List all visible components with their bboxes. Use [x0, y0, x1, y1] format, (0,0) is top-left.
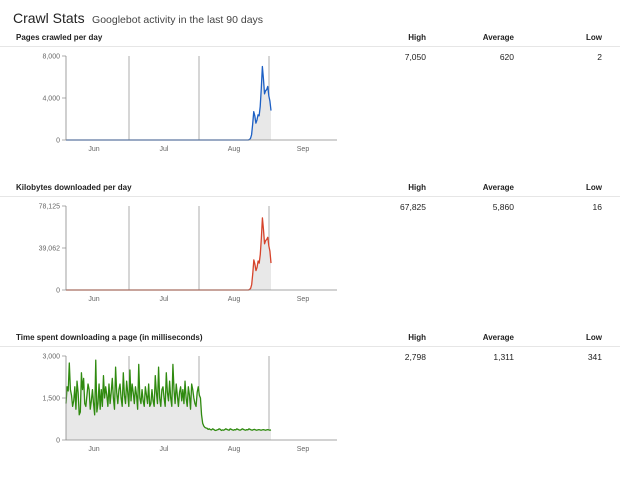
low-value: 2 [597, 52, 602, 62]
y-tick-label: 3,000 [42, 354, 60, 361]
high-value: 2,798 [404, 352, 426, 362]
average-column-header: Average [482, 33, 514, 42]
y-tick-label: 0 [56, 138, 60, 145]
time-downloading-chart: 0 1,500 3,000 Jun Jul Aug Sep [42, 354, 337, 453]
kilobytes-downloaded-section: Kilobytes downloaded per day High Averag… [0, 182, 620, 332]
average-value: 1,311 [493, 352, 514, 362]
series-line [66, 217, 272, 291]
low-value: 16 [592, 202, 602, 212]
y-tick-label: 8,000 [42, 54, 60, 61]
high-column-header: High [408, 33, 426, 42]
y-tick-label: 1,500 [42, 396, 60, 403]
high-value: 7,050 [404, 52, 426, 62]
series-line [66, 65, 272, 141]
x-tick-label: Aug [228, 446, 241, 453]
time-downloading-section: Time spent downloading a page (in millis… [0, 332, 620, 482]
x-tick-label: Sep [297, 296, 310, 303]
section-header: Kilobytes downloaded per day High Averag… [0, 182, 620, 197]
x-tick-label: Aug [228, 296, 241, 303]
low-column-header: Low [586, 183, 602, 192]
average-column-header: Average [482, 183, 514, 192]
x-tick-label: Jun [88, 296, 99, 303]
average-value: 5,860 [492, 202, 514, 212]
x-tick-label: Sep [297, 146, 310, 153]
y-tick-label: 0 [56, 288, 60, 295]
y-tick-label: 39,062 [39, 246, 61, 253]
average-column-header: Average [482, 333, 514, 342]
low-value: 341 [587, 352, 602, 362]
series-area [66, 360, 271, 440]
x-tick-label: Jul [160, 446, 169, 453]
x-tick-label: Jun [88, 146, 99, 153]
low-column-header: Low [586, 333, 602, 342]
section-header: Time spent downloading a page (in millis… [0, 332, 620, 347]
series-area [66, 217, 271, 290]
y-tick-label: 78,125 [39, 204, 61, 211]
x-tick-label: Jul [160, 146, 169, 153]
pages-crawled-section: Pages crawled per day High Average Low 7… [0, 32, 620, 182]
average-value: 620 [499, 52, 514, 62]
section-title: Time spent downloading a page (in millis… [16, 333, 203, 342]
section-header: Pages crawled per day High Average Low [0, 32, 620, 47]
y-tick-label: 0 [56, 438, 60, 445]
low-column-header: Low [586, 33, 602, 42]
x-tick-label: Jun [88, 446, 99, 453]
section-title: Pages crawled per day [16, 33, 103, 42]
x-tick-label: Sep [297, 446, 310, 453]
high-column-header: High [408, 333, 426, 342]
high-value: 67,825 [400, 202, 426, 212]
series-area [66, 66, 271, 140]
kilobytes-downloaded-chart: 0 39,062 78,125 Jun Jul Aug Sep [39, 204, 337, 303]
x-tick-label: Aug [228, 146, 241, 153]
series-line [65, 359, 272, 432]
x-tick-label: Jul [160, 296, 169, 303]
page-title: Crawl Stats [13, 10, 85, 26]
pages-crawled-chart: 0 4,000 8,000 Jun Jul Aug Sep [42, 54, 337, 153]
high-column-header: High [408, 183, 426, 192]
page-header: Crawl Stats Googlebot activity in the la… [13, 10, 263, 28]
section-title: Kilobytes downloaded per day [16, 183, 132, 192]
page-subtitle: Googlebot activity in the last 90 days [92, 14, 264, 26]
y-tick-label: 4,000 [42, 96, 60, 103]
